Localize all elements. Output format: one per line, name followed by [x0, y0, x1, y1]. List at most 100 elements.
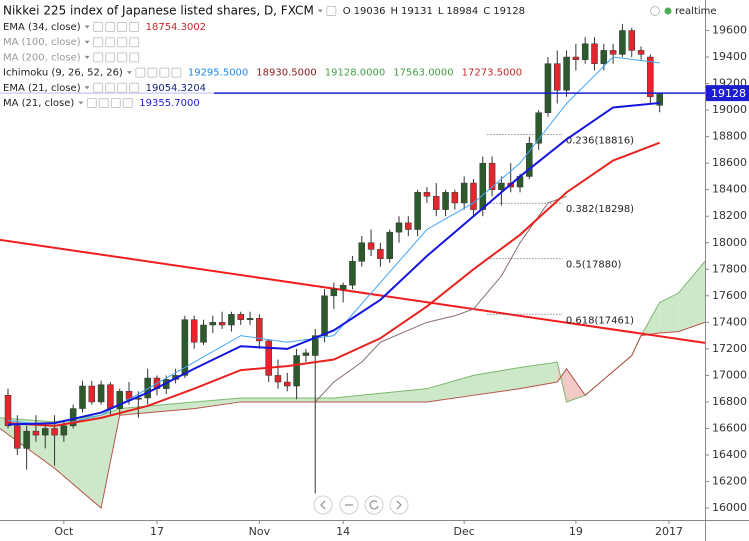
candle-body: [432, 196, 440, 210]
candle-body: [228, 314, 235, 326]
candle-body: [600, 50, 608, 64]
ohlc-value: 19131: [401, 6, 433, 17]
candle-body: [358, 242, 366, 262]
x-tick-label: 14: [336, 525, 350, 538]
legend-icon[interactable]: [129, 82, 140, 93]
legend: Nikkei 225 index of Japanese listed shar…: [0, 3, 531, 110]
legend-icon[interactable]: [129, 37, 140, 48]
y-tick-label: 18200: [712, 209, 747, 222]
dropdown-caret[interactable]: [84, 25, 90, 29]
cloud-segment: [54, 415, 102, 509]
fib-label: 0.236(18816): [566, 136, 634, 147]
price-label: 19128: [711, 87, 746, 100]
dropdown-caret[interactable]: [78, 101, 84, 105]
dropdown-caret[interactable]: [84, 40, 90, 44]
y-tick-label: 16400: [712, 448, 747, 461]
legend-icon[interactable]: [129, 52, 140, 63]
candle-body: [367, 242, 375, 250]
legend-icon[interactable]: [147, 67, 158, 78]
legend-icon[interactable]: [117, 82, 128, 93]
legend-value: 17273.5000: [462, 68, 522, 79]
y-tick-label: 17000: [712, 368, 747, 381]
legend-icon[interactable]: [93, 82, 104, 93]
dropdown-caret[interactable]: [84, 55, 90, 59]
x-tick-label: Dec: [454, 525, 475, 538]
x-tick-label: Oct: [54, 525, 74, 538]
y-tick-label: 16800: [712, 395, 747, 408]
legend-value: 18754.3002: [146, 22, 206, 33]
legend-icon[interactable]: [129, 22, 140, 32]
legend-value: 17563.0000: [393, 68, 453, 79]
legend-icon[interactable]: [122, 98, 133, 108]
legend-icon[interactable]: [98, 98, 109, 108]
candle-body: [116, 391, 123, 409]
candle-body: [330, 288, 338, 297]
cloud-segment: [194, 397, 241, 409]
scroll-left-button[interactable]: [313, 495, 333, 515]
candle-body: [41, 428, 49, 436]
candle-body: [637, 50, 645, 55]
candle-body: [619, 30, 626, 55]
candle-body: [479, 162, 487, 210]
legend-icon[interactable]: [117, 52, 128, 63]
candle-body: [209, 322, 217, 326]
legend-icon[interactable]: [93, 22, 104, 32]
legend-value: 19054.3204: [146, 83, 206, 94]
legend-icon[interactable]: [86, 98, 97, 108]
candle-body: [377, 249, 384, 259]
y-tick-label: 19000: [712, 103, 747, 116]
reset-button[interactable]: [364, 495, 384, 515]
legend-icon[interactable]: [105, 37, 116, 48]
legend-icon[interactable]: [117, 37, 128, 48]
ohlc-value: 18984: [446, 6, 478, 17]
y-tick-label: 18600: [712, 156, 747, 169]
chart-title: Nikkei 225 index of Japanese listed shar…: [3, 4, 314, 18]
candle-body: [339, 284, 347, 290]
legend-icon[interactable]: [110, 98, 121, 108]
status-indicator: realtime: [650, 6, 717, 17]
legend-icon[interactable]: [326, 6, 337, 16]
candle-body: [526, 143, 533, 177]
candle-body: [88, 385, 96, 403]
icon: [320, 500, 326, 510]
realtime-dot: [664, 7, 672, 15]
cloud-segment: [566, 368, 586, 402]
dropdown-caret[interactable]: [126, 71, 132, 75]
candle-body: [395, 222, 403, 233]
legend-icon[interactable]: [105, 52, 116, 63]
navigation-buttons: [313, 495, 409, 515]
candle-body: [79, 385, 86, 409]
candle-body: [311, 335, 319, 356]
candle-body: [274, 375, 282, 383]
legend-icon[interactable]: [159, 67, 170, 78]
legend-icon[interactable]: [93, 52, 104, 63]
ohlc-letter: L: [438, 6, 444, 17]
x-tick-label: 17: [150, 525, 164, 538]
legend-label: MA (21, close): [3, 98, 74, 109]
trend-line: [0, 238, 705, 344]
candle-body: [14, 425, 21, 449]
legend-icon[interactable]: [117, 22, 128, 32]
dropdown-caret[interactable]: [84, 86, 90, 90]
candle-body: [498, 182, 505, 190]
candle-body: [572, 56, 580, 60]
legend-icon[interactable]: [171, 67, 182, 78]
legend-icon[interactable]: [105, 22, 116, 32]
legend-icon[interactable]: [105, 82, 116, 93]
candle-body: [386, 231, 393, 259]
settings-icon[interactable]: [650, 6, 660, 16]
indicator-line: [7, 141, 661, 427]
scroll-right-button[interactable]: [389, 495, 409, 515]
candle-body: [414, 192, 421, 230]
cloud-edge: [0, 321, 705, 509]
candle-body: [190, 319, 198, 343]
candle-body: [544, 63, 552, 114]
y-tick-label: 17400: [712, 315, 747, 328]
ohlc-value: 19128: [493, 6, 525, 17]
legend-icon[interactable]: [93, 37, 104, 48]
dropdown-caret[interactable]: [317, 9, 323, 13]
legend-icon[interactable]: [135, 67, 146, 78]
candle-body: [451, 192, 459, 204]
legend-value: 19128.0000: [325, 68, 385, 79]
